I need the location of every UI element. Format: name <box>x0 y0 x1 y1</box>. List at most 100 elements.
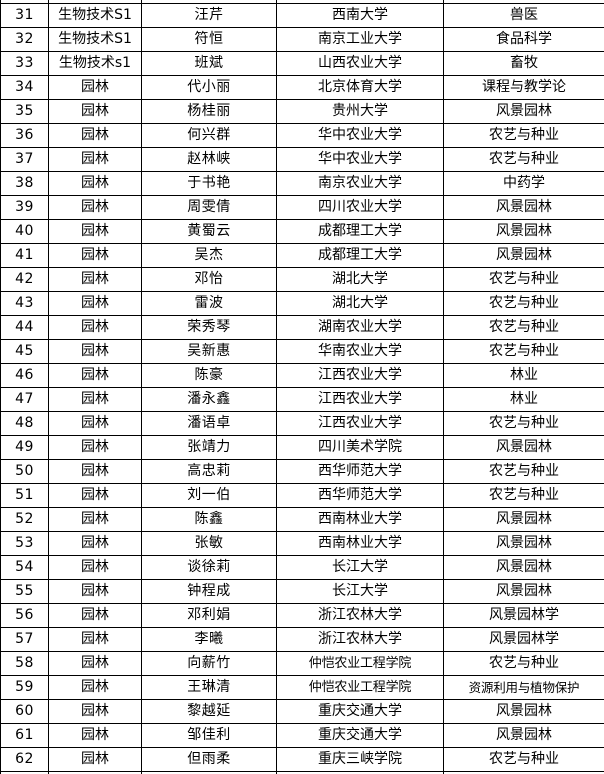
cell-field[interactable]: 风景园林 <box>443 579 604 604</box>
cell-name[interactable]: 张敏 <box>141 531 277 556</box>
table-row[interactable]: 50 园林 高忠莉 西华师范大学 农艺与种业 <box>0 459 604 484</box>
cell-field[interactable]: 风景园林 <box>443 555 604 580</box>
cell-name[interactable]: 杨桂丽 <box>141 99 277 124</box>
cell-major[interactable]: 园林 <box>48 147 142 172</box>
cell-school[interactable]: 华中农业大学 <box>276 147 444 172</box>
cell-field[interactable]: 农艺与种业 <box>443 291 604 316</box>
cell-school[interactable]: 西南林业大学 <box>276 531 444 556</box>
table-row[interactable]: 57 园林 李曦 浙江农林大学 风景园林学 <box>0 627 604 652</box>
cell-school[interactable]: 重庆三峡学院 <box>276 747 444 772</box>
cell-index[interactable]: 52 <box>0 507 49 532</box>
cell-name[interactable]: 符恒 <box>141 27 277 52</box>
cell-index[interactable]: 45 <box>0 339 49 364</box>
table-row[interactable]: 55 园林 钟程成 长江大学 风景园林 <box>0 579 604 604</box>
cell-name[interactable]: 李曦 <box>141 627 277 652</box>
table-row[interactable]: 59 园林 王琳清 仲恺农业工程学院 资源利用与植物保护 <box>0 675 604 700</box>
cell-field[interactable]: 农艺与种业 <box>443 339 604 364</box>
cell-index[interactable]: 62 <box>0 747 49 772</box>
cell-school[interactable]: 西南大学 <box>276 3 444 28</box>
cell-school[interactable]: 华中农业大学 <box>276 123 444 148</box>
cell-index[interactable]: 54 <box>0 555 49 580</box>
cell-field[interactable]: 风景园林 <box>443 435 604 460</box>
cell-name[interactable]: 代小丽 <box>141 75 277 100</box>
cell-name[interactable]: 汪芹 <box>141 3 277 28</box>
cell-field[interactable]: 风景园林 <box>443 507 604 532</box>
cell-name[interactable]: 潘语卓 <box>141 411 277 436</box>
cell-field[interactable]: 风景园林 <box>443 243 604 268</box>
table-row[interactable]: 61 园林 邹佳利 重庆交通大学 风景园林 <box>0 723 604 748</box>
table-row[interactable]: 34 园林 代小丽 北京体育大学 课程与教学论 <box>0 75 604 100</box>
cell-name[interactable]: 高忠莉 <box>141 459 277 484</box>
cell-index[interactable]: 60 <box>0 699 49 724</box>
cell-field[interactable]: 风景园林学 <box>443 627 604 652</box>
cell-index[interactable]: 49 <box>0 435 49 460</box>
cell-field[interactable]: 资源利用与植物保护 <box>443 675 604 700</box>
cell-index[interactable]: 40 <box>0 219 49 244</box>
cell-field[interactable]: 中药学 <box>443 171 604 196</box>
cell-index[interactable]: 32 <box>0 27 49 52</box>
cell-field[interactable]: 风景园林 <box>443 219 604 244</box>
cell-name[interactable]: 邓怡 <box>141 267 277 292</box>
cell-field[interactable]: 畜牧 <box>443 51 604 76</box>
cell-name[interactable]: 赵林峡 <box>141 147 277 172</box>
table-row[interactable]: 37 园林 赵林峡 华中农业大学 农艺与种业 <box>0 147 604 172</box>
cell-name[interactable]: 向薪竹 <box>141 651 277 676</box>
cell-field[interactable]: 农艺与种业 <box>443 147 604 172</box>
cell-field[interactable]: 农艺与种业 <box>443 123 604 148</box>
table-row[interactable]: 32 生物技术S1 符恒 南京工业大学 食品科学 <box>0 27 604 52</box>
cell-major[interactable]: 园林 <box>48 123 142 148</box>
cell-field[interactable]: 风景园林 <box>443 531 604 556</box>
cell-field[interactable]: 风景园林 <box>443 723 604 748</box>
cell-major[interactable]: 园林 <box>48 627 142 652</box>
cell-name[interactable]: 张靖力 <box>141 435 277 460</box>
cell-index[interactable]: 51 <box>0 483 49 508</box>
cell-major[interactable]: 园林 <box>48 603 142 628</box>
table-row[interactable]: 51 园林 刘一伯 西华师范大学 农艺与种业 <box>0 483 604 508</box>
cell-school[interactable]: 湖南农业大学 <box>276 315 444 340</box>
cell-index[interactable]: 61 <box>0 723 49 748</box>
cell-school[interactable]: 湖北大学 <box>276 291 444 316</box>
cell-major[interactable]: 园林 <box>48 387 142 412</box>
cell-school[interactable]: 华南农业大学 <box>276 339 444 364</box>
cell-school[interactable]: 南京农业大学 <box>276 171 444 196</box>
cell-index[interactable]: 53 <box>0 531 49 556</box>
cell-field[interactable]: 风景园林学 <box>443 603 604 628</box>
table-row[interactable]: 40 园林 黄蜀云 成都理工大学 风景园林 <box>0 219 604 244</box>
cell-major[interactable]: 园林 <box>48 723 142 748</box>
cell-major[interactable]: 园林 <box>48 75 142 100</box>
table-row[interactable]: 35 园林 杨桂丽 贵州大学 风景园林 <box>0 99 604 124</box>
table-row[interactable]: 43 园林 雷波 湖北大学 农艺与种业 <box>0 291 604 316</box>
cell-name[interactable]: 雷波 <box>141 291 277 316</box>
cell-field[interactable]: 食品科学 <box>443 27 604 52</box>
cell-name[interactable]: 荣秀琴 <box>141 315 277 340</box>
cell-major[interactable]: 园林 <box>48 243 142 268</box>
cell-field[interactable]: 农艺与种业 <box>443 483 604 508</box>
cell-major[interactable]: 园林 <box>48 363 142 388</box>
cell-school[interactable]: 四川农业大学 <box>276 195 444 220</box>
cell-major[interactable]: 园林 <box>48 435 142 460</box>
cell-index[interactable]: 38 <box>0 171 49 196</box>
cell-name[interactable]: 陈豪 <box>141 363 277 388</box>
cell-index[interactable]: 58 <box>0 651 49 676</box>
table-row[interactable]: 52 园林 陈鑫 西南林业大学 风景园林 <box>0 507 604 532</box>
cell-school[interactable]: 江西农业大学 <box>276 363 444 388</box>
cell-name[interactable]: 潘永鑫 <box>141 387 277 412</box>
cell-index[interactable]: 48 <box>0 411 49 436</box>
cell-index[interactable]: 35 <box>0 99 49 124</box>
cell-index[interactable]: 34 <box>0 75 49 100</box>
cell-major[interactable]: 园林 <box>48 747 142 772</box>
table-row[interactable]: 49 园林 张靖力 四川美术学院 风景园林 <box>0 435 604 460</box>
cell-school[interactable]: 北京体育大学 <box>276 75 444 100</box>
cell-major[interactable]: 园林 <box>48 99 142 124</box>
cell-name[interactable]: 谈徐莉 <box>141 555 277 580</box>
cell-major[interactable]: 园林 <box>48 291 142 316</box>
cell-field[interactable]: 农艺与种业 <box>443 651 604 676</box>
cell-name[interactable]: 邓利娟 <box>141 603 277 628</box>
cell-major[interactable]: 园林 <box>48 171 142 196</box>
cell-school[interactable]: 西南林业大学 <box>276 507 444 532</box>
cell-major[interactable]: 园林 <box>48 507 142 532</box>
table-row[interactable]: 42 园林 邓怡 湖北大学 农艺与种业 <box>0 267 604 292</box>
cell-school[interactable]: 仲恺农业工程学院 <box>276 651 444 676</box>
cell-school[interactable]: 长江大学 <box>276 555 444 580</box>
cell-index[interactable]: 57 <box>0 627 49 652</box>
